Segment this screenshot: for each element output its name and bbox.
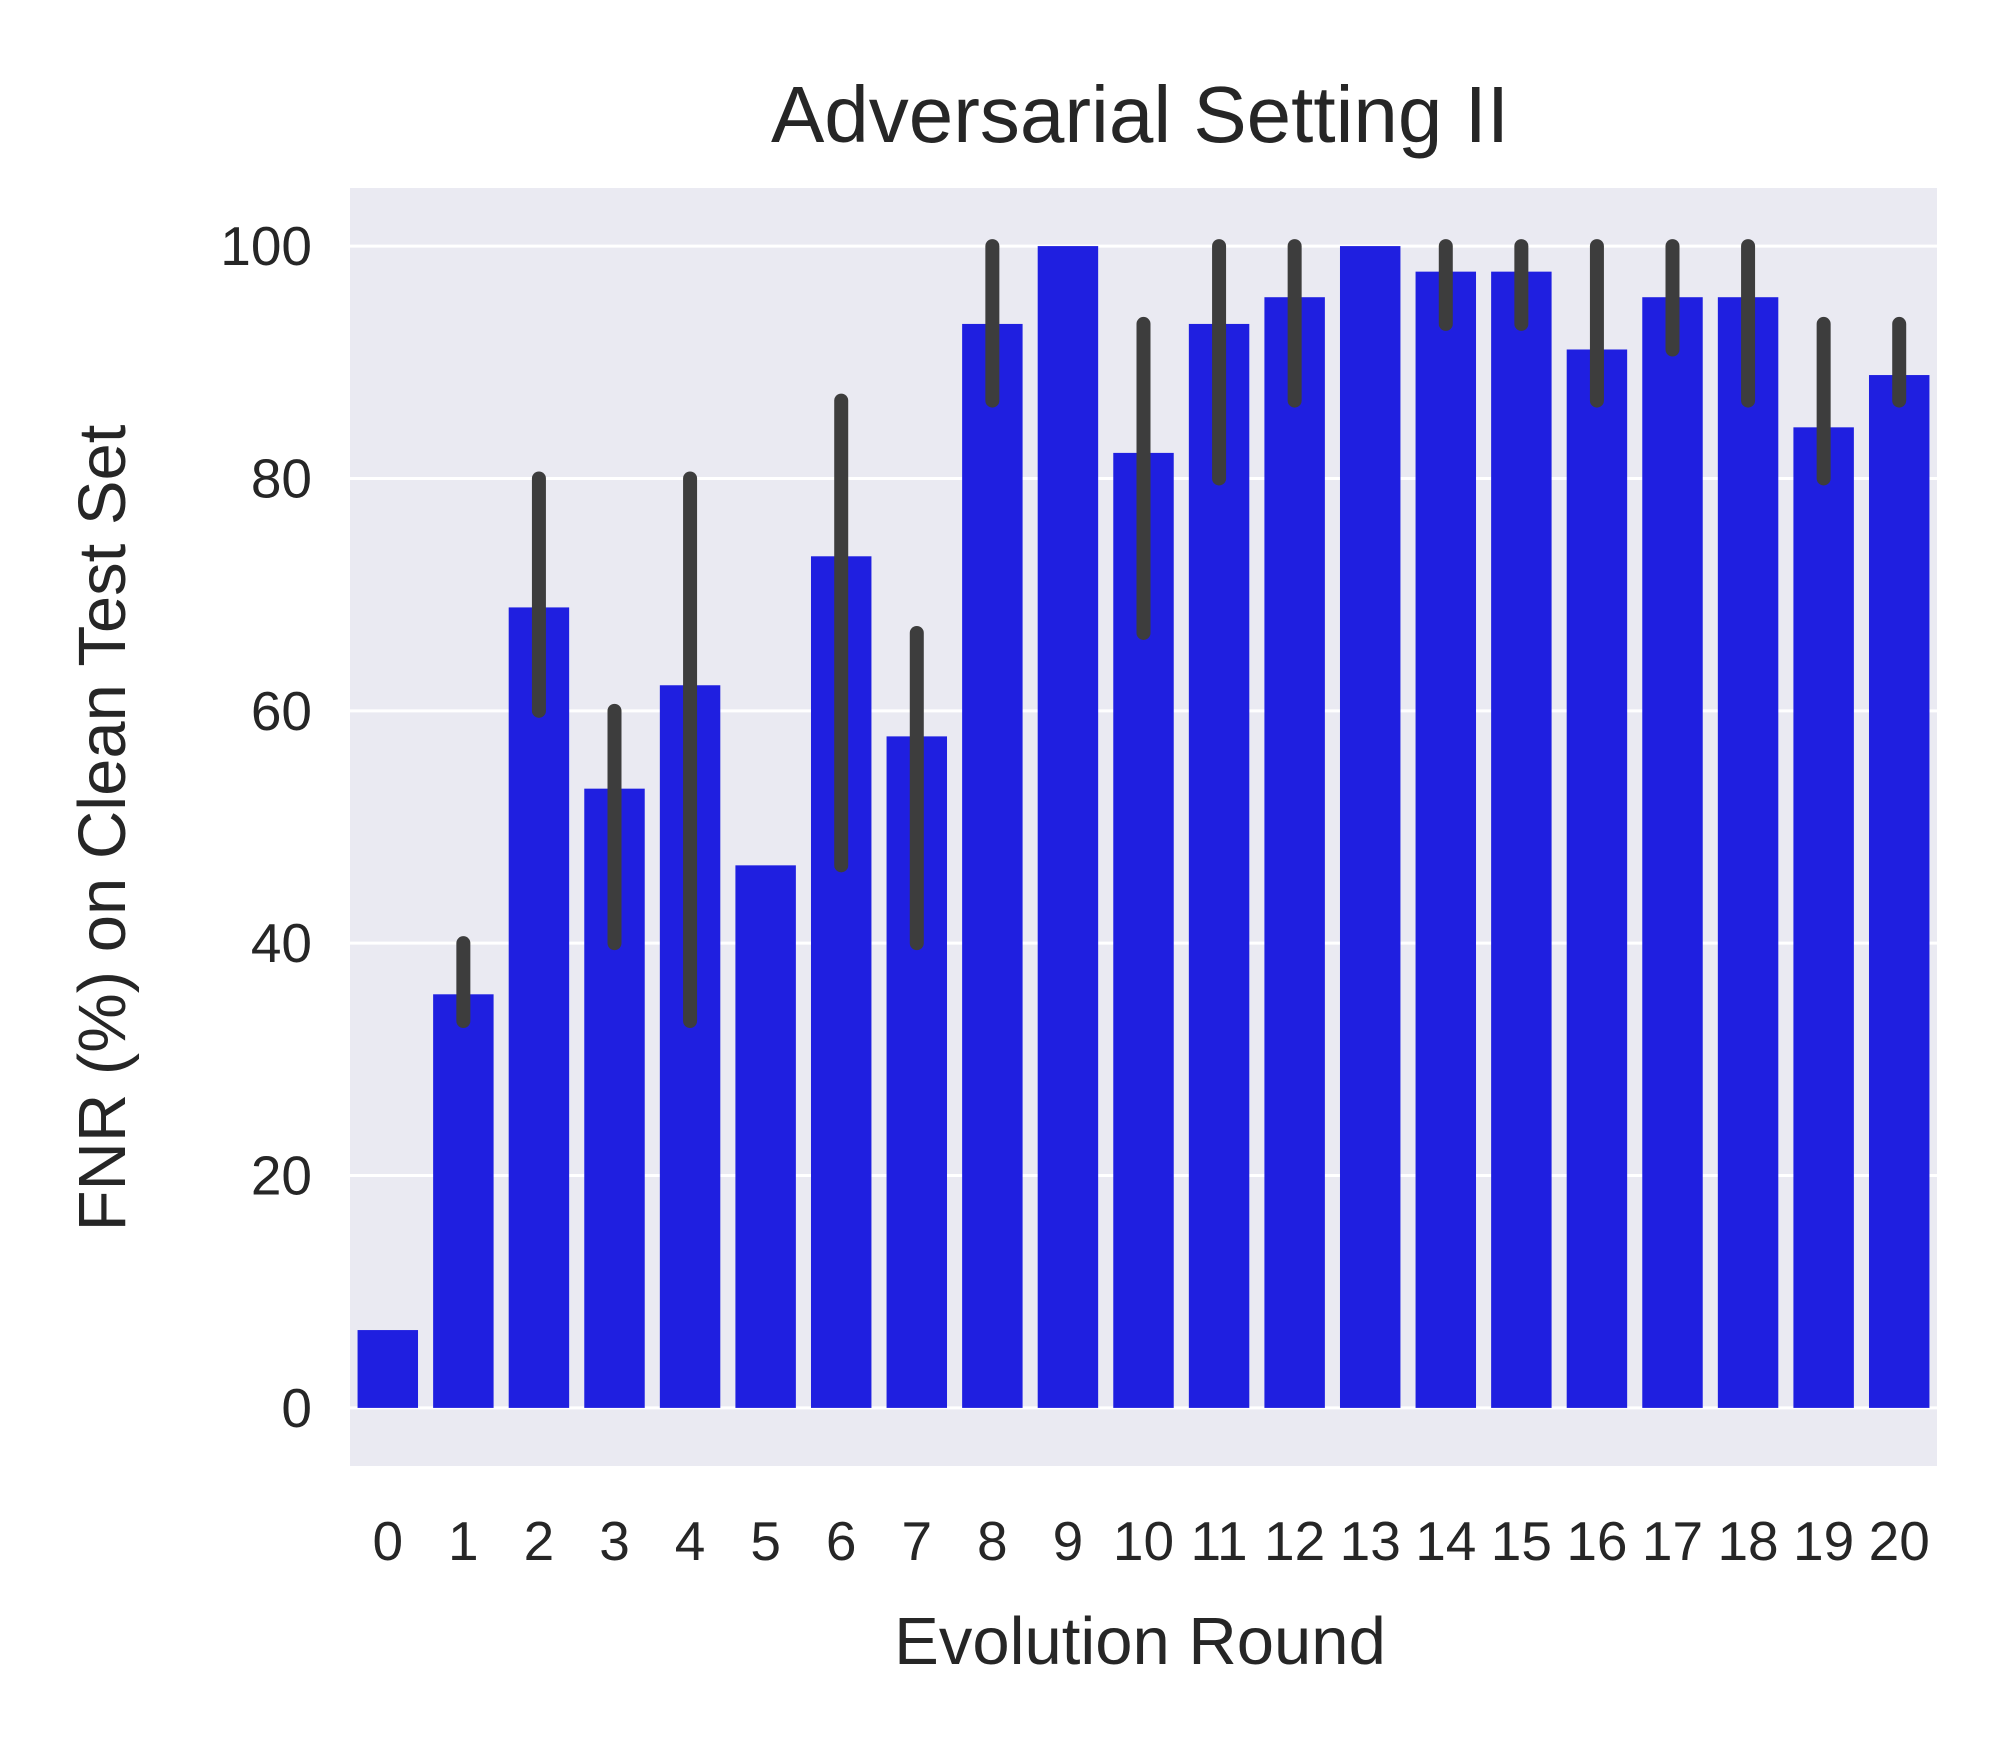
bar-round-13 [1339, 246, 1401, 1408]
x-tick-label: 3 [599, 1510, 630, 1572]
x-tick-label: 20 [1869, 1510, 1930, 1572]
x-tick-label: 4 [675, 1510, 706, 1572]
x-tick-label: 1 [448, 1510, 479, 1572]
x-tick-label: 5 [750, 1510, 781, 1572]
x-tick-label: 6 [826, 1510, 857, 1572]
x-tick-label: 7 [901, 1510, 932, 1572]
y-axis-label: FNR (%) on Clean Test Set [65, 424, 140, 1231]
bar-round-8 [962, 323, 1023, 1408]
bar-round-17 [1642, 297, 1703, 1408]
bar-round-14 [1415, 271, 1477, 1408]
bar-round-20 [1868, 375, 1930, 1408]
x-tick-label: 9 [1053, 1510, 1084, 1572]
bar-round-15 [1491, 271, 1552, 1408]
x-tick-label: 15 [1491, 1510, 1552, 1572]
x-tick-label: 8 [977, 1510, 1008, 1572]
x-tick-label: 0 [372, 1510, 403, 1572]
bar-round-0 [357, 1330, 419, 1408]
bar-round-18 [1717, 297, 1779, 1408]
x-tick-label: 14 [1415, 1510, 1476, 1572]
bar-round-12 [1264, 297, 1325, 1408]
y-tick-label: 100 [220, 215, 312, 277]
bar-round-11 [1188, 323, 1250, 1408]
bar-round-5 [735, 865, 796, 1408]
y-tick-label: 40 [251, 912, 312, 974]
x-tick-label: 10 [1113, 1510, 1174, 1572]
x-axis-label: Evolution Round [894, 1604, 1386, 1679]
chart-title: Adversarial Setting II [771, 70, 1509, 159]
x-tick-label: 16 [1566, 1510, 1627, 1572]
x-tick-label: 18 [1717, 1510, 1778, 1572]
bar-round-2 [508, 607, 570, 1408]
x-tick-labels: 0 1 2 3 4 5 6 7 8 9 10 11 12 13 14 15 16 17 18 19 20 [372, 1510, 1929, 1572]
y-tick-label: 60 [251, 680, 312, 742]
y-tick-label: 0 [281, 1377, 312, 1439]
x-tick-label: 2 [524, 1510, 555, 1572]
y-tick-label: 80 [251, 447, 312, 509]
bar-round-1 [433, 994, 494, 1408]
error-bars [456, 239, 1907, 1029]
x-tick-label: 12 [1264, 1510, 1325, 1572]
x-tick-label: 17 [1642, 1510, 1703, 1572]
y-tick-label: 20 [251, 1145, 312, 1207]
x-tick-label: 19 [1793, 1510, 1854, 1572]
x-tick-label: 11 [1191, 1510, 1248, 1572]
x-tick-label: 13 [1340, 1510, 1401, 1572]
y-tick-labels: 0 20 40 60 80 100 [220, 215, 312, 1439]
bar-round-19 [1793, 427, 1854, 1408]
bar-round-9 [1037, 246, 1099, 1408]
bar-round-16 [1566, 349, 1628, 1408]
bars [357, 246, 1930, 1408]
